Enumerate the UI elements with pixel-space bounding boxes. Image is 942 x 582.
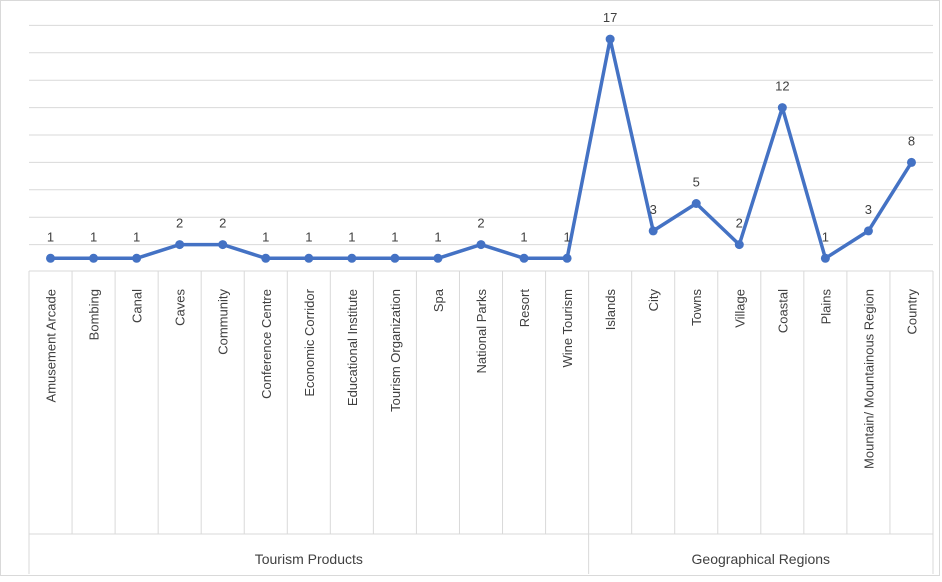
category-tick-label: Canal <box>130 289 145 323</box>
data-point <box>906 157 916 167</box>
data-label: 3 <box>865 202 872 217</box>
data-point <box>691 199 701 208</box>
data-point <box>218 240 228 250</box>
data-label: 1 <box>90 229 97 244</box>
series <box>46 34 916 263</box>
category-tick-label: Caves <box>173 289 188 326</box>
group-label: Tourism Products <box>255 551 363 567</box>
data-point <box>734 240 744 250</box>
data-point <box>476 240 486 250</box>
category-tick-label: Bombing <box>87 289 102 340</box>
data-point <box>46 253 56 263</box>
category-tick-label: Islands <box>603 289 618 331</box>
category-tick-label: Wine Tourism <box>560 289 575 368</box>
axes <box>29 270 933 535</box>
data-label: 1 <box>348 229 355 244</box>
category-axis: Amusement Arcade Bombing Canal Caves Communi… <box>28 271 934 534</box>
category-tick-label: Country <box>904 289 919 335</box>
data-point <box>562 253 572 263</box>
data-label: 1 <box>822 229 829 244</box>
data-label: 17 <box>603 10 617 25</box>
category-tick-label: Plains <box>818 289 833 325</box>
category-tick-label: Educational Institute <box>345 289 360 406</box>
data-label: 3 <box>650 202 657 217</box>
data-point <box>605 34 615 44</box>
category-tick-label: Coastal <box>775 289 790 333</box>
data-point <box>777 103 787 113</box>
data-label: 1 <box>563 229 570 244</box>
data-label: 1 <box>391 229 398 244</box>
data-point <box>261 253 271 263</box>
data-point <box>390 253 400 263</box>
category-tick-label: City <box>646 289 661 312</box>
category-tick-label: National Parks <box>474 289 489 374</box>
data-label: 1 <box>434 229 441 244</box>
data-label: 5 <box>693 175 700 190</box>
data-point <box>347 253 357 263</box>
data-label: 1 <box>262 229 269 244</box>
category-tick-label: Mountain/ Mountainous Region <box>861 289 876 469</box>
category-tick-label: Conference Centre <box>259 289 274 399</box>
category-tick-label: Amusement Arcade <box>44 289 59 402</box>
category-tick-label: Community <box>216 289 231 355</box>
data-label: 8 <box>908 133 915 148</box>
data-point <box>519 253 529 263</box>
data-label: 12 <box>775 79 789 94</box>
data-point <box>863 226 873 236</box>
data-label: 2 <box>736 216 743 231</box>
data-point <box>132 253 142 263</box>
data-label: 1 <box>305 229 312 244</box>
category-tick-label: Spa <box>431 288 446 312</box>
category-tick-label: Resort <box>517 289 532 328</box>
category-tick-label: Towns <box>689 289 704 326</box>
data-label: 2 <box>176 216 183 231</box>
category-tick-label: Tourism Organization <box>388 289 403 412</box>
data-point <box>304 253 314 263</box>
data-label: 2 <box>477 216 484 231</box>
category-tick-label: Village <box>732 289 747 328</box>
group-axis: Tourism Products Geographical Regions <box>28 534 934 574</box>
category-tick-label: Economic Corridor <box>302 288 317 396</box>
data-label: 1 <box>520 229 527 244</box>
data-point <box>175 240 185 250</box>
data-point <box>433 253 443 263</box>
data-point <box>89 253 99 263</box>
data-point <box>648 226 658 236</box>
data-label: 1 <box>133 229 140 244</box>
data-point <box>820 253 830 263</box>
gridlines <box>29 24 933 246</box>
group-label: Geographical Regions <box>692 551 831 567</box>
data-label: 2 <box>219 216 226 231</box>
data-label: 1 <box>47 229 54 244</box>
